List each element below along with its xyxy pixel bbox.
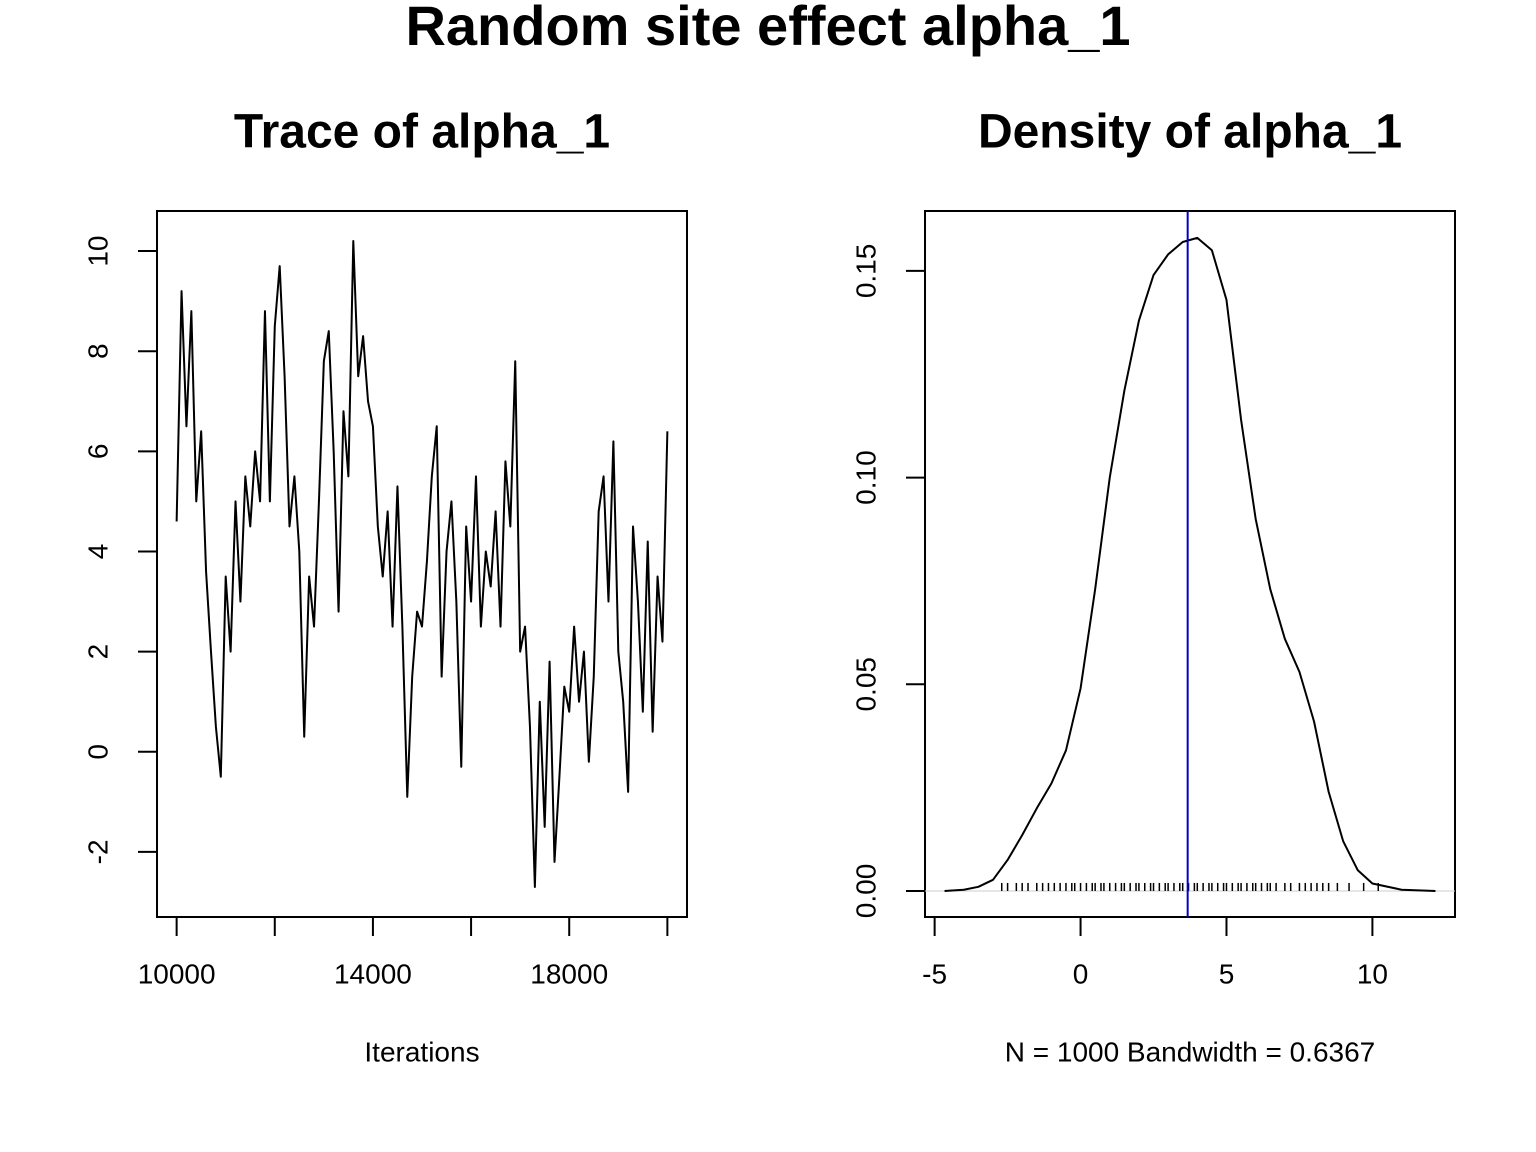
panel-title: Density of alpha_1 (978, 106, 1402, 159)
y-tick-label: 0.15 (850, 244, 881, 299)
x-axis-label: Iterations (364, 1036, 479, 1067)
y-tick-label: 2 (82, 644, 113, 660)
x-tick-label: 18000 (530, 958, 608, 989)
plot-frame (924, 210, 1456, 918)
main-title: Random site effect alpha_1 (405, 0, 1130, 57)
data-line (175, 240, 669, 888)
y-tick-label: 4 (82, 544, 113, 560)
x-tick-label: 10 (1357, 958, 1388, 989)
y-tick-label: 6 (82, 444, 113, 460)
y-tick-label: 0.05 (850, 657, 881, 712)
y-tick-label: 0 (82, 744, 113, 760)
x-tick-label: -5 (922, 958, 947, 989)
y-tick-label: 10 (82, 235, 113, 266)
x-tick-label: 10000 (138, 958, 216, 989)
y-tick-label: 8 (82, 343, 113, 359)
y-tick-label: 0.00 (850, 864, 881, 919)
panel-title: Trace of alpha_1 (234, 106, 610, 159)
data-line (944, 236, 1436, 892)
y-tick-label: -2 (82, 839, 113, 864)
x-tick-label: 0 (1073, 958, 1089, 989)
x-axis-label: N = 1000 Bandwidth = 0.6367 (1005, 1036, 1376, 1067)
y-tick-label: 0.10 (850, 450, 881, 505)
x-tick-label: 5 (1219, 958, 1235, 989)
x-tick-label: 14000 (334, 958, 412, 989)
